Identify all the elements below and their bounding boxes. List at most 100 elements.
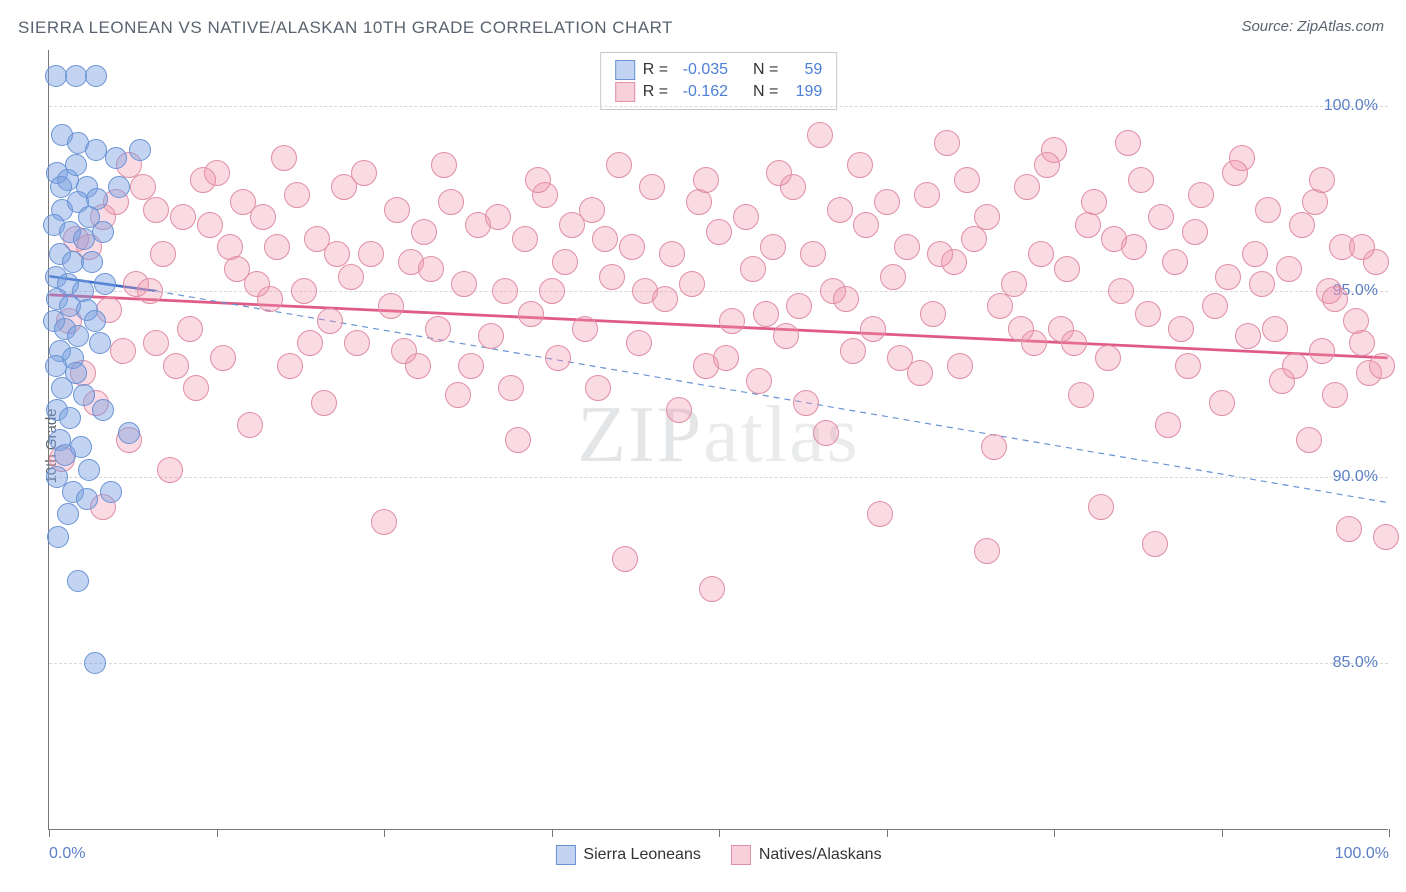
- legend-bottom-item: Sierra Leoneans: [555, 845, 700, 865]
- scatter-point: [84, 310, 106, 332]
- scatter-point: [297, 330, 323, 356]
- scatter-point: [1014, 174, 1040, 200]
- scatter-point: [1148, 204, 1174, 230]
- scatter-point: [150, 241, 176, 267]
- scatter-point: [1242, 241, 1268, 267]
- scatter-point: [1322, 382, 1348, 408]
- xtick-label: 0.0%: [49, 845, 85, 863]
- xtick: [552, 829, 553, 837]
- trend-lines-layer: [49, 50, 1388, 829]
- scatter-point: [626, 330, 652, 356]
- scatter-point: [137, 278, 163, 304]
- scatter-point: [1034, 152, 1060, 178]
- scatter-point: [1008, 316, 1034, 342]
- scatter-point: [1101, 226, 1127, 252]
- scatter-point: [59, 407, 81, 429]
- scatter-point: [1262, 316, 1288, 342]
- scatter-point: [1108, 278, 1134, 304]
- chart-container: SIERRA LEONEAN VS NATIVE/ALASKAN 10TH GR…: [0, 0, 1406, 892]
- scatter-point: [1175, 353, 1201, 379]
- scatter-point: [579, 197, 605, 223]
- scatter-point: [639, 174, 665, 200]
- scatter-point: [1202, 293, 1228, 319]
- scatter-point: [1135, 301, 1161, 327]
- legend-r-value: -0.035: [676, 59, 728, 81]
- gridline-h: [49, 477, 1388, 478]
- scatter-point: [981, 434, 1007, 460]
- scatter-point: [1142, 531, 1168, 557]
- scatter-point: [1028, 241, 1054, 267]
- scatter-point: [894, 234, 920, 260]
- xtick: [1222, 829, 1223, 837]
- scatter-point: [539, 278, 565, 304]
- xtick: [1389, 829, 1390, 837]
- scatter-point: [974, 204, 1000, 230]
- scatter-point: [699, 576, 725, 602]
- scatter-point: [57, 503, 79, 525]
- scatter-point: [800, 241, 826, 267]
- ytick-label: 90.0%: [1333, 468, 1378, 486]
- scatter-point: [157, 457, 183, 483]
- scatter-point: [478, 323, 504, 349]
- scatter-point: [706, 219, 732, 245]
- scatter-point: [766, 160, 792, 186]
- scatter-point: [1095, 345, 1121, 371]
- scatter-point: [1336, 516, 1362, 542]
- scatter-point: [418, 256, 444, 282]
- scatter-point: [1309, 167, 1335, 193]
- scatter-point: [250, 204, 276, 230]
- scatter-point: [197, 212, 223, 238]
- scatter-point: [927, 241, 953, 267]
- scatter-point: [1235, 323, 1261, 349]
- xtick: [1054, 829, 1055, 837]
- scatter-point: [853, 212, 879, 238]
- scatter-point: [632, 278, 658, 304]
- scatter-point: [244, 271, 270, 297]
- scatter-point: [947, 353, 973, 379]
- scatter-point: [874, 189, 900, 215]
- ytick-label: 100.0%: [1324, 97, 1378, 115]
- scatter-point: [974, 538, 1000, 564]
- scatter-point: [518, 301, 544, 327]
- scatter-point: [793, 390, 819, 416]
- scatter-point: [1182, 219, 1208, 245]
- scatter-point: [686, 189, 712, 215]
- scatter-point: [1349, 234, 1375, 260]
- xtick: [217, 829, 218, 837]
- ytick-label: 85.0%: [1333, 654, 1378, 672]
- plot-area: ZIPatlas R =-0.035 N =59R =-0.162 N =199…: [48, 50, 1388, 830]
- scatter-point: [1369, 353, 1395, 379]
- scatter-point: [505, 427, 531, 453]
- legend-top: R =-0.035 N =59R =-0.162 N =199: [600, 52, 838, 110]
- scatter-point: [94, 273, 116, 295]
- scatter-point: [190, 167, 216, 193]
- chart-source: Source: ZipAtlas.com: [1241, 18, 1384, 35]
- scatter-point: [887, 345, 913, 371]
- scatter-point: [170, 204, 196, 230]
- legend-r-label: R =: [643, 81, 668, 103]
- scatter-point: [1255, 197, 1281, 223]
- scatter-point: [1088, 494, 1114, 520]
- scatter-point: [324, 241, 350, 267]
- legend-bottom-label: Natives/Alaskans: [759, 846, 882, 864]
- scatter-point: [65, 65, 87, 87]
- scatter-point: [85, 65, 107, 87]
- scatter-point: [277, 353, 303, 379]
- scatter-point: [451, 271, 477, 297]
- scatter-point: [592, 226, 618, 252]
- scatter-point: [1215, 264, 1241, 290]
- scatter-point: [163, 353, 189, 379]
- scatter-point: [813, 420, 839, 446]
- scatter-point: [92, 221, 114, 243]
- scatter-point: [45, 65, 67, 87]
- scatter-point: [920, 301, 946, 327]
- scatter-point: [391, 338, 417, 364]
- scatter-point: [1373, 524, 1399, 550]
- scatter-point: [50, 176, 72, 198]
- scatter-point: [438, 189, 464, 215]
- scatter-point: [84, 652, 106, 674]
- scatter-point: [1276, 256, 1302, 282]
- legend-swatch: [731, 845, 751, 865]
- scatter-point: [1162, 249, 1188, 275]
- scatter-point: [659, 241, 685, 267]
